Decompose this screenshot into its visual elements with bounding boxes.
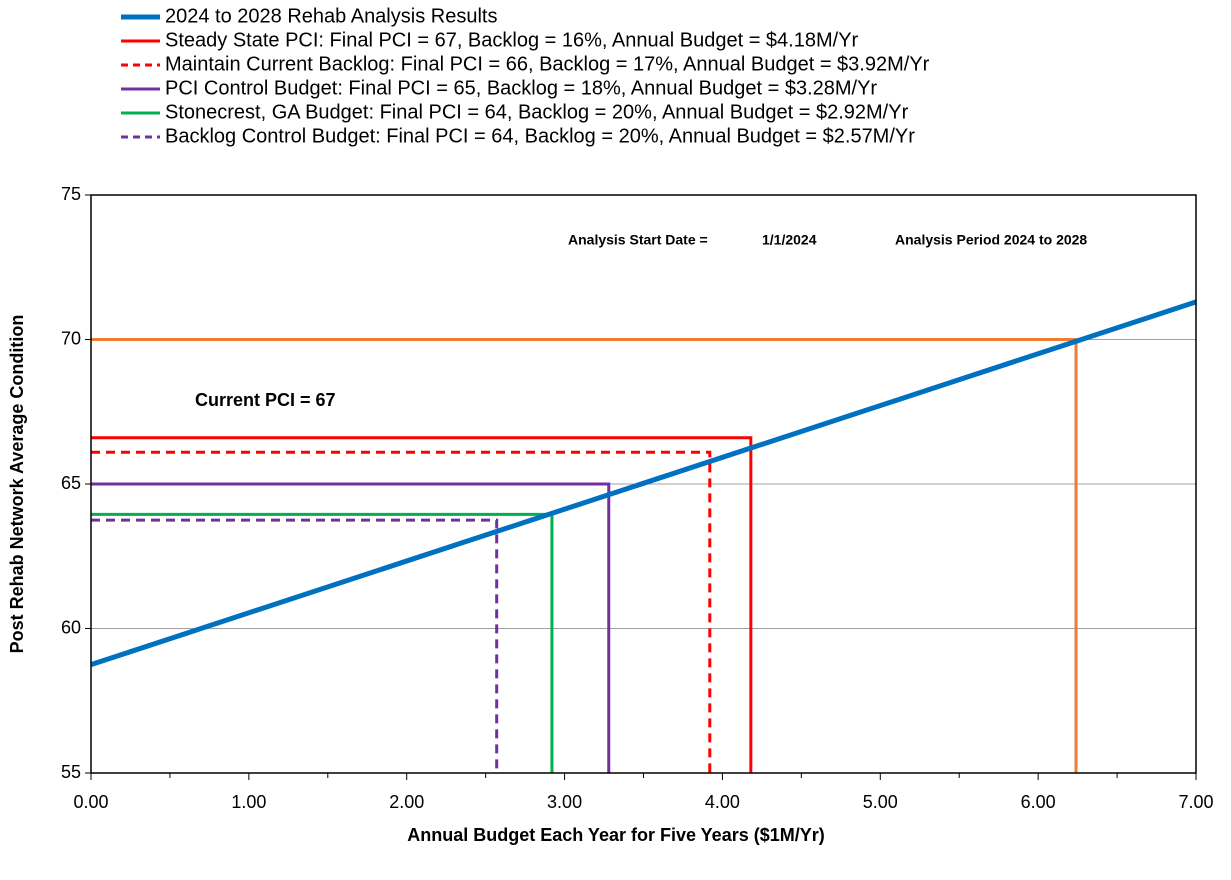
series-line [91,436,753,773]
x-tick-label: 3.00 [547,792,582,812]
annotation: Analysis Start Date = [568,232,708,248]
x-tick-label: 1.00 [231,792,266,812]
legend-label: Backlog Control Budget: Final PCI = 64, … [165,125,915,147]
series-line [90,299,1197,668]
series-line [91,518,499,773]
y-tick-label: 55 [61,762,81,782]
y-tick-label: 75 [61,184,81,204]
x-tick-label: 7.00 [1178,792,1213,812]
legend-label: Maintain Current Backlog: Final PCI = 66… [165,53,930,75]
series-line [91,482,611,773]
plot-border [90,194,1197,774]
y-tick-label: 60 [61,617,81,637]
y-axis-label: Post Rehab Network Average Condition [7,315,27,654]
x-tick-label: 6.00 [1021,792,1056,812]
annotation: Analysis Period 2024 to 2028 [895,232,1087,248]
legend-label: Steady State PCI: Final PCI = 67, Backlo… [165,29,859,51]
annotation: 1/1/2024 [762,232,817,248]
legend-label: 2024 to 2028 Rehab Analysis Results [165,5,497,27]
x-tick-label: 0.00 [73,792,108,812]
x-axis-label: Annual Budget Each Year for Five Years (… [407,825,824,845]
x-tick-label: 2.00 [389,792,424,812]
y-tick-label: 65 [61,473,81,493]
y-tick-label: 70 [61,328,81,348]
series-line [91,450,712,773]
x-tick-label: 5.00 [863,792,898,812]
x-tick-label: 4.00 [705,792,740,812]
legend-label: Stonecrest, GA Budget: Final PCI = 64, B… [165,101,909,123]
legend-label: PCI Control Budget: Final PCI = 65, Back… [165,77,877,99]
annotation: Current PCI = 67 [195,390,336,410]
